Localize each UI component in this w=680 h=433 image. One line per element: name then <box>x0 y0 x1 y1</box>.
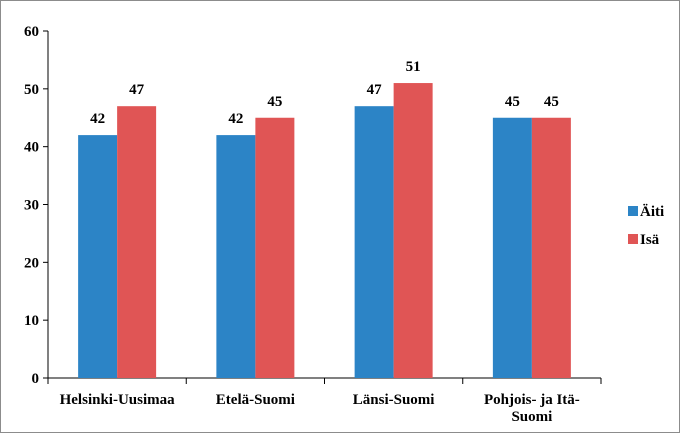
data-label: 51 <box>406 59 421 75</box>
bar-isa <box>531 117 571 378</box>
legend-swatch-aiti <box>628 206 638 216</box>
x-category-label-line: Helsinki-Uusimaa <box>60 392 176 408</box>
x-category-label-line: Länsi-Suomi <box>353 392 435 408</box>
data-label: 45 <box>267 94 282 110</box>
bar-aiti <box>492 117 532 378</box>
legend-label-aiti: Äiti <box>640 204 664 220</box>
y-tick-label: 40 <box>24 140 39 156</box>
bar-isa <box>393 83 433 379</box>
x-category-label-line: Suomi <box>511 409 552 425</box>
y-tick-label: 30 <box>24 198 39 214</box>
bar-aiti <box>78 135 118 378</box>
y-tick-label: 20 <box>24 255 39 271</box>
bar-isa <box>255 117 295 378</box>
bar-aiti <box>354 106 394 378</box>
data-label: 42 <box>228 111 243 127</box>
y-tick-label: 0 <box>32 371 40 387</box>
x-category-label-line: Pohjois- ja Itä- <box>484 392 580 408</box>
x-category-label: Helsinki-Uusimaa <box>60 392 176 408</box>
bar-isa <box>117 106 157 378</box>
data-label: 42 <box>90 111 105 127</box>
x-category-label: Etelä-Suomi <box>216 392 295 408</box>
y-tick-label: 50 <box>24 82 39 98</box>
data-label: 47 <box>129 82 145 98</box>
y-tick-label: 10 <box>24 313 39 329</box>
bar-aiti <box>216 135 256 378</box>
data-label: 45 <box>505 94 520 110</box>
x-category-label: Länsi-Suomi <box>353 392 435 408</box>
legend-swatch-isa <box>628 234 638 244</box>
data-label: 47 <box>367 82 383 98</box>
data-label: 45 <box>544 94 559 110</box>
legend-label-isa: Isä <box>640 232 660 248</box>
x-category-label-line: Etelä-Suomi <box>216 392 295 408</box>
x-category-label: Pohjois- ja Itä-Suomi <box>484 392 580 425</box>
y-tick-label: 60 <box>24 24 39 40</box>
